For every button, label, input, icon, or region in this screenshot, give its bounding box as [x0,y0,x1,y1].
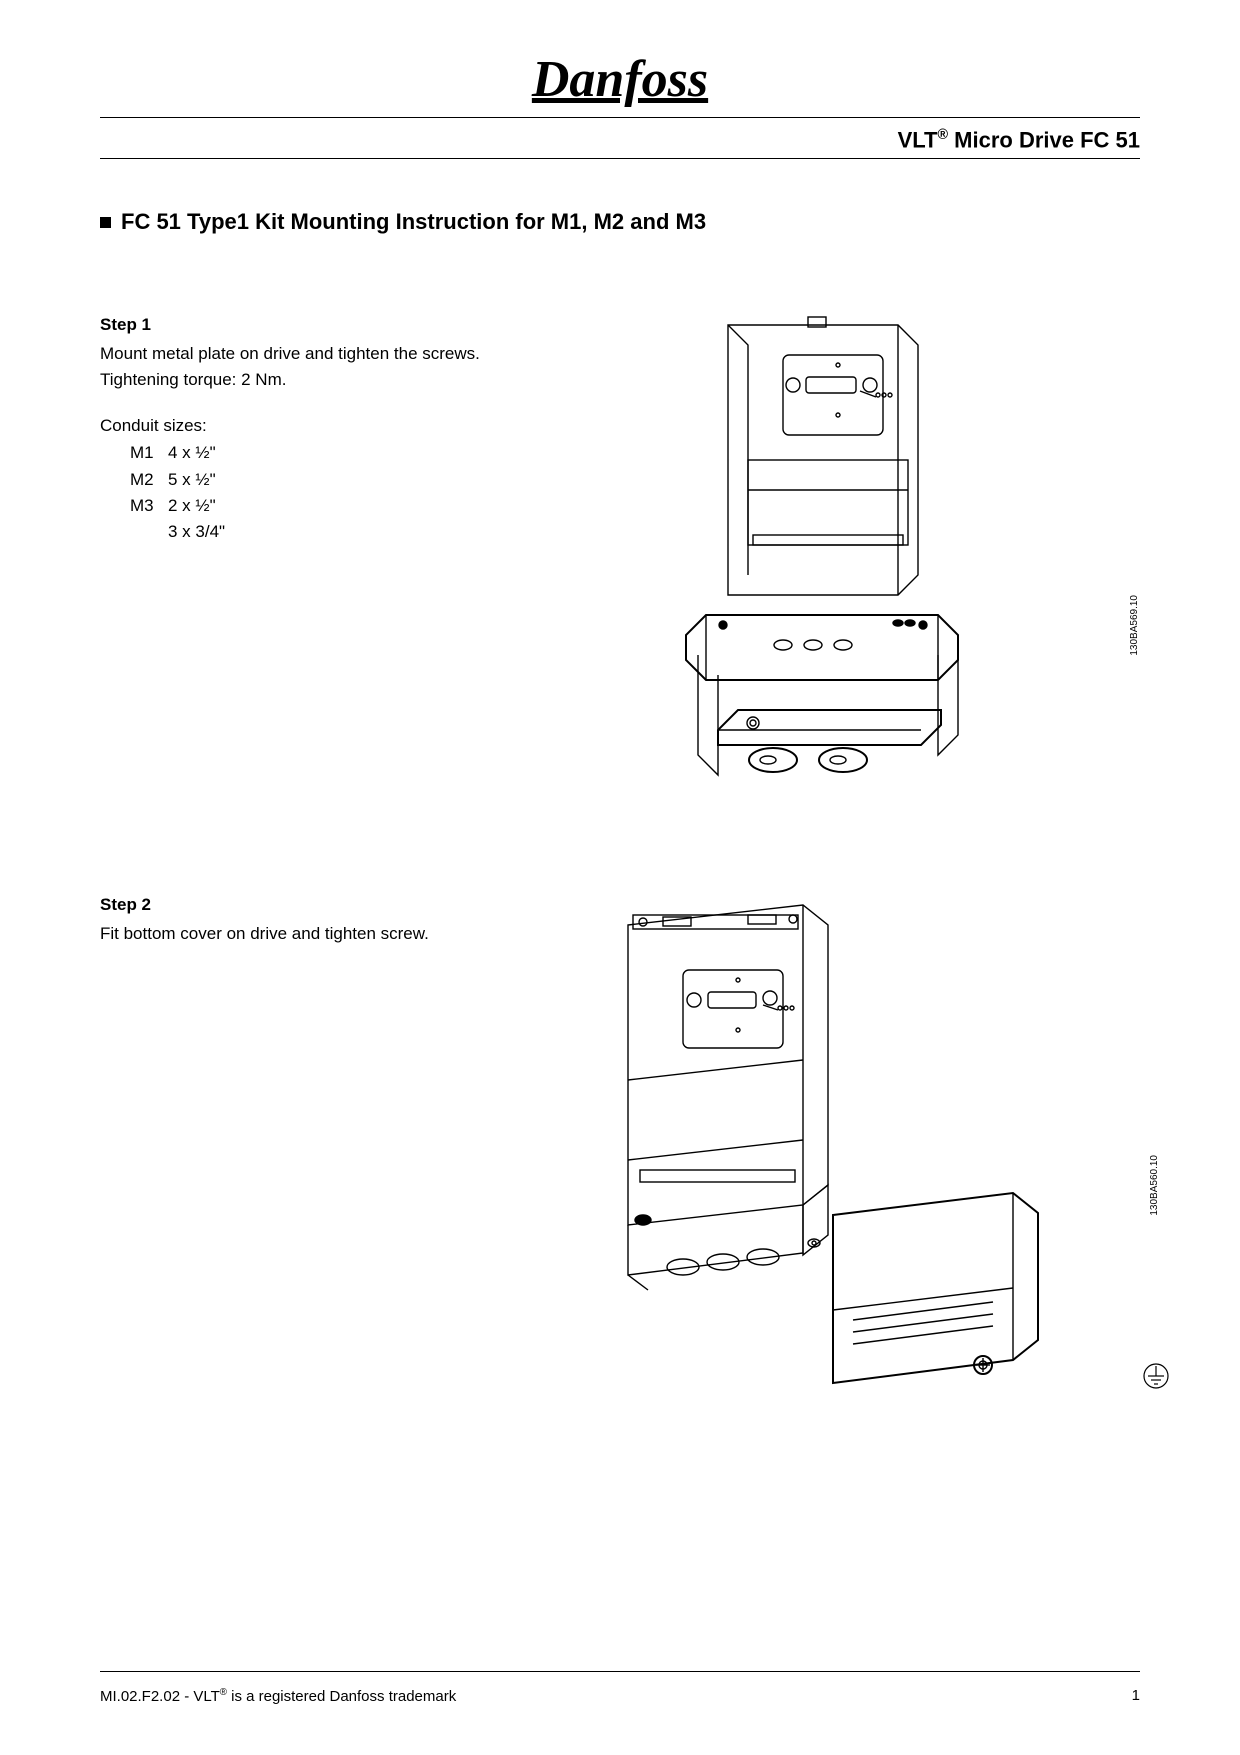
ground-icon [1142,1362,1170,1390]
step-2-drawing [568,895,1088,1405]
step-2-heading: Step 2 [100,895,486,915]
step-1-drawing [638,315,1018,805]
step-2-body: Fit bottom cover on drive and tighten sc… [100,921,486,947]
step-1-figure: 130BA569.10 [516,315,1140,805]
header-rule-bottom [100,158,1140,159]
footer-registered-mark: ® [220,1687,227,1698]
conduit-key: M1 [130,440,168,466]
step-1-section: Step 1 Mount metal plate on drive and ti… [100,315,1140,805]
conduit-item: M1 4 x ½" [130,440,486,466]
conduit-key: M3 [130,493,168,519]
figure-1-reference: 130BA569.10 [1129,595,1140,656]
footer-docnum: MI.02.F2.02 - VLT® is a registered Danfo… [100,1687,456,1705]
footer-docnum-post: is a registered Danfoss trademark [227,1688,456,1705]
product-title-post: Micro Drive FC 51 [948,127,1140,152]
brand-logo: Danfoss [532,51,708,108]
document-title-text: FC 51 Type1 Kit Mounting Instruction for… [121,209,706,235]
conduit-value: 3 x 3/4" [168,519,225,545]
conduit-item: 3 x 3/4" [130,519,486,545]
title-bullet [100,217,111,228]
conduit-item: M2 5 x ½" [130,467,486,493]
product-title: VLT® Micro Drive FC 51 [100,122,1140,158]
brand-logo-container: Danfoss [100,50,1140,109]
registered-mark: ® [938,127,949,143]
figure-2-reference: 130BA560.10 [1149,1155,1160,1216]
conduit-key [130,519,168,545]
step-2-figure: 130BA560.10 [516,895,1140,1405]
step-2-section: Step 2 Fit bottom cover on drive and tig… [100,895,1140,1405]
footer-docnum-pre: MI.02.F2.02 - VLT [100,1688,220,1705]
step-1-heading: Step 1 [100,315,486,335]
conduit-key: M2 [130,467,168,493]
footer-rule [100,1671,1140,1672]
page-footer: MI.02.F2.02 - VLT® is a registered Danfo… [100,1671,1140,1705]
header-rule-top [100,117,1140,118]
step-1-body: Mount metal plate on drive and tighten t… [100,341,486,392]
conduit-list: M1 4 x ½" M2 5 x ½" M3 2 x ½" 3 x 3/4" [100,440,486,545]
conduit-label: Conduit sizes: [100,416,486,436]
conduit-value: 5 x ½" [168,467,216,493]
document-title: FC 51 Type1 Kit Mounting Instruction for… [100,209,1140,235]
step-2-text: Step 2 Fit bottom cover on drive and tig… [100,895,516,1405]
page-number: 1 [1132,1687,1140,1705]
conduit-item: M3 2 x ½" [130,493,486,519]
conduit-value: 2 x ½" [168,493,216,519]
product-title-pre: VLT [898,127,938,152]
conduit-value: 4 x ½" [168,440,216,466]
step-1-text: Step 1 Mount metal plate on drive and ti… [100,315,516,805]
footer-content: MI.02.F2.02 - VLT® is a registered Danfo… [100,1687,1140,1705]
